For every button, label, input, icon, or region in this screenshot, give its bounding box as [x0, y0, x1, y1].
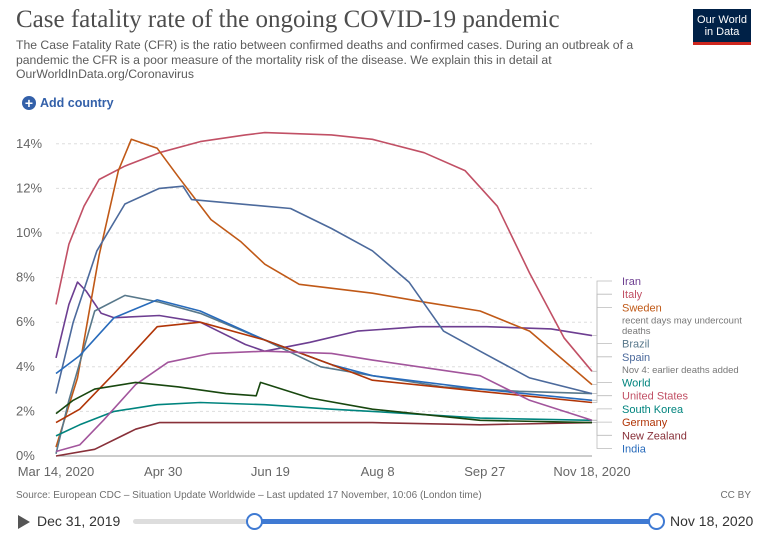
x-tick-label: Mar 14, 2020	[18, 464, 95, 479]
y-tick-label: 8%	[16, 270, 35, 285]
chart-subtitle: The Case Fatality Rate (CFR) is the rati…	[16, 38, 634, 81]
y-tick-label: 6%	[16, 314, 35, 329]
series-line-sweden	[55, 138, 593, 448]
y-tick-label: 14%	[16, 136, 42, 151]
series-annotation: Nov 4: earlier deaths added	[622, 365, 739, 376]
series-line-india	[55, 381, 593, 424]
x-tick-label: Nov 18, 2020	[553, 464, 630, 479]
legend-connector	[592, 343, 612, 394]
chart-grid	[56, 143, 592, 457]
legend-connector	[592, 422, 612, 436]
y-tick-label: 0%	[16, 448, 35, 463]
series-label: World	[622, 378, 651, 390]
legend-connectors	[592, 280, 612, 449]
y-tick-label: 4%	[16, 359, 35, 374]
legend-connector	[592, 356, 612, 394]
x-tick-label: Apr 30	[144, 464, 182, 479]
series-label: New Zealand	[622, 430, 687, 442]
series-label: Germany	[622, 417, 668, 429]
legend-connector	[592, 382, 612, 401]
series-label: Iran	[622, 276, 641, 288]
legend-connector	[592, 419, 612, 423]
series-label: Spain	[622, 352, 650, 364]
source-note[interactable]: Source: European CDC – Situation Update …	[16, 490, 482, 501]
timeline-start-handle[interactable]	[246, 513, 263, 530]
series-line-south-korea	[55, 401, 593, 437]
add-country-label: Add country	[40, 96, 114, 110]
plus-circle-icon: +	[22, 96, 36, 110]
series-line-italy	[55, 131, 593, 372]
logo-line-1: Our World	[697, 14, 747, 26]
legend-connector	[592, 408, 612, 421]
series-label: South Korea	[622, 404, 684, 416]
timeline-selected-range	[253, 519, 656, 524]
logo-line-2: in Data	[704, 26, 740, 38]
series-line-brazil	[55, 294, 593, 454]
play-icon[interactable]	[18, 515, 30, 529]
series-line-world	[55, 299, 593, 402]
logo-bar	[693, 42, 751, 45]
x-tick-label: Aug 8	[361, 464, 395, 479]
series-line-spain	[55, 185, 593, 395]
y-axis: 0% 2% 4% 6% 8% 10% 12% 14%	[16, 136, 42, 463]
y-tick-label: 10%	[16, 225, 42, 240]
legend-connector	[592, 293, 612, 372]
x-tick-label: Sep 27	[464, 464, 505, 479]
x-axis: Mar 14, 2020 Apr 30 Jun 19 Aug 8 Sep 27 Nov 1…	[18, 464, 631, 479]
series-label: Sweden	[622, 302, 662, 314]
owid-logo[interactable]: Our World in Data	[693, 9, 751, 45]
series-label: India	[622, 444, 647, 456]
series-label: Italy	[622, 289, 643, 301]
series-line-germany	[55, 350, 593, 453]
y-tick-label: 2%	[16, 403, 35, 418]
series-annotation: deaths	[622, 326, 651, 337]
timeline: Dec 31, 2019 Nov 18, 2020	[0, 505, 767, 538]
add-country-button[interactable]: + Add country	[22, 96, 114, 110]
series-line-new-zealand	[55, 421, 593, 457]
timeline-end-date: Nov 18, 2020	[670, 513, 754, 529]
timeline-start-date: Dec 31, 2019	[37, 513, 121, 529]
legend-connector	[592, 422, 612, 449]
legend-connector	[592, 280, 612, 336]
legend-connector	[592, 395, 612, 403]
timeline-end-handle[interactable]	[648, 513, 665, 530]
legend-connector	[592, 307, 612, 385]
series-label: United States	[622, 391, 689, 403]
series-label: Brazil	[622, 339, 650, 351]
series-annotation: recent days may undercount	[622, 316, 742, 327]
series-lines	[55, 131, 593, 457]
line-chart[interactable]: 0% 2% 4% 6% 8% 10% 12% 14% Mar 14, 2020 Apr 30 Ju…	[0, 120, 767, 482]
chart-title: Case fatality rate of the ongoing COVID-…	[16, 6, 560, 33]
series-line-iran	[55, 281, 593, 359]
y-tick-label: 12%	[16, 180, 42, 195]
series-line-united-states	[55, 321, 593, 424]
license-label[interactable]: CC BY	[720, 490, 751, 501]
x-tick-label: Jun 19	[251, 464, 290, 479]
